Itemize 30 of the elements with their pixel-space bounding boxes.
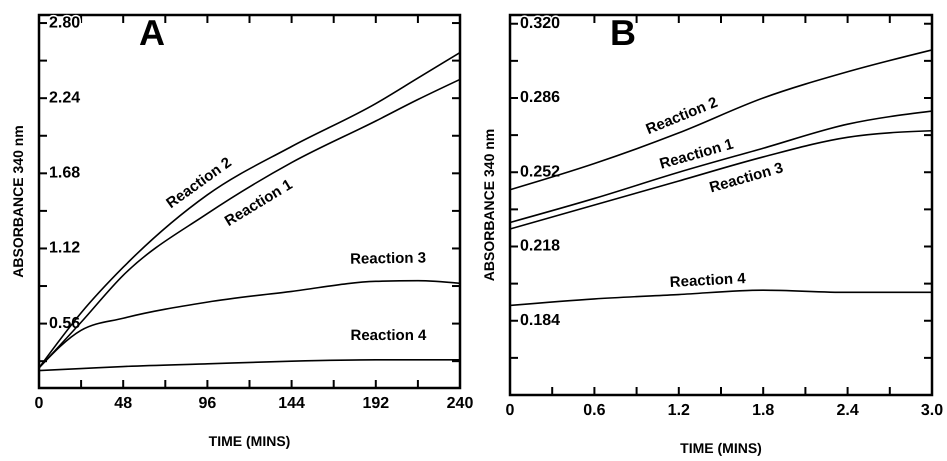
x-tick-label: 0.6 [583, 402, 606, 419]
x-tick-label: 192 [362, 395, 390, 412]
y-tick-label: 0.218 [520, 238, 560, 255]
y-tick-label: 0.286 [520, 89, 560, 106]
y-tick-label: 0.252 [520, 163, 560, 180]
x-tick-label: 0 [506, 402, 515, 419]
y-tick-label: 2.80 [49, 14, 80, 32]
y-tick-label: 0.320 [520, 14, 560, 32]
x-axis-title: TIME (MINS) [680, 440, 762, 456]
x-tick-label: 1.8 [752, 402, 774, 419]
y-tick-label: 1.68 [49, 164, 80, 182]
x-axis-title: TIME (MINS) [208, 433, 290, 449]
x-tick-label: 48 [114, 395, 132, 412]
x-tick-label: 240 [446, 395, 474, 412]
y-axis-title: ABSORBANCE 340 nm [10, 125, 26, 278]
x-tick-label: 1.2 [668, 402, 690, 419]
series-label: Reaction 4 [669, 270, 747, 291]
series-label: Reaction 4 [350, 326, 428, 344]
x-tick-label: 96 [198, 395, 216, 412]
x-tick-label: 144 [278, 395, 306, 412]
y-tick-label: 1.12 [49, 240, 80, 257]
y-axis-title: ABSORBANCE 340 nm [481, 128, 497, 282]
y-tick-label: 0.184 [520, 312, 560, 329]
legend-label: Reaction 3 [350, 250, 426, 268]
y-tick-label: 2.24 [49, 89, 80, 106]
x-tick-label: 3.0 [920, 402, 944, 419]
chart-title: B [610, 12, 636, 53]
x-tick-label: 0 [34, 395, 44, 412]
x-tick-label: 2.4 [836, 402, 859, 419]
chart-title: A [139, 12, 165, 53]
